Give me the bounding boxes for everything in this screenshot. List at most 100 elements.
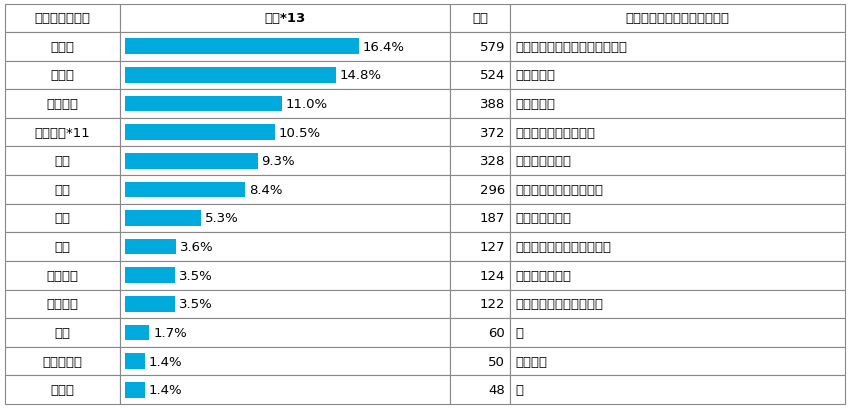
Bar xyxy=(5,33,120,61)
Bar xyxy=(450,318,510,347)
Text: 排水不良: 排水不良 xyxy=(47,269,78,282)
Text: 3.5%: 3.5% xyxy=(178,269,212,282)
Text: 割合*13: 割合*13 xyxy=(264,12,306,25)
Text: ひび割れ: ひび割れ xyxy=(47,98,78,111)
Bar xyxy=(510,33,845,61)
Bar xyxy=(450,147,510,175)
Text: 11.0%: 11.0% xyxy=(286,98,328,111)
Bar xyxy=(510,290,845,318)
Bar xyxy=(450,347,510,375)
Bar xyxy=(5,119,120,147)
Text: きず: きず xyxy=(54,212,71,225)
Bar xyxy=(125,239,176,255)
Text: 524: 524 xyxy=(479,69,505,82)
Text: 雨漏り: 雨漏り xyxy=(50,41,75,54)
Text: 579: 579 xyxy=(479,41,505,54)
Text: 外壁、屋根、床: 外壁、屋根、床 xyxy=(515,155,571,168)
Text: 1.4%: 1.4% xyxy=(149,355,183,368)
Bar xyxy=(510,147,845,175)
Text: 汚れ: 汚れ xyxy=(54,155,71,168)
Text: 給水・給湯配管、設備機器: 給水・給湯配管、設備機器 xyxy=(515,240,611,254)
Bar xyxy=(125,382,145,398)
Bar xyxy=(510,347,845,375)
Bar xyxy=(450,119,510,147)
Text: 3.6%: 3.6% xyxy=(180,240,214,254)
Text: 腐食・腐朽: 腐食・腐朽 xyxy=(42,355,82,368)
Bar xyxy=(5,5,120,33)
Bar xyxy=(450,61,510,90)
Bar xyxy=(510,61,845,90)
Text: 屋根、外壁、バルコニー・庇等: 屋根、外壁、バルコニー・庇等 xyxy=(515,41,627,54)
Text: 10.5%: 10.5% xyxy=(279,126,320,139)
Bar xyxy=(450,290,510,318)
Text: 1.7%: 1.7% xyxy=(153,326,187,339)
Text: 外壁、屋根: 外壁、屋根 xyxy=(515,69,555,82)
Bar xyxy=(120,90,450,119)
Bar xyxy=(120,119,450,147)
Bar xyxy=(450,5,510,33)
Bar xyxy=(450,261,510,290)
Bar xyxy=(510,375,845,404)
Text: 187: 187 xyxy=(479,212,505,225)
Text: 296: 296 xyxy=(479,183,505,196)
Text: 主な不具合事象: 主な不具合事象 xyxy=(35,12,90,25)
Bar xyxy=(450,175,510,204)
Text: 屋根、床: 屋根、床 xyxy=(515,355,547,368)
Bar xyxy=(120,33,450,61)
Text: 124: 124 xyxy=(479,269,505,282)
Bar xyxy=(5,90,120,119)
Bar xyxy=(120,5,450,33)
Bar xyxy=(510,318,845,347)
Bar xyxy=(5,375,120,404)
Text: 当該事象が多くみられる部位: 当該事象が多くみられる部位 xyxy=(626,12,729,25)
Text: 外壁、屋根、設備機器: 外壁、屋根、設備機器 xyxy=(515,126,595,139)
Text: 床鳴り: 床鳴り xyxy=(50,383,75,396)
Text: 16.4%: 16.4% xyxy=(363,41,405,54)
Text: 傾斜: 傾斜 xyxy=(54,326,71,339)
Bar xyxy=(125,125,275,141)
Bar xyxy=(120,318,450,347)
Bar xyxy=(5,204,120,233)
Bar xyxy=(120,347,450,375)
Bar xyxy=(5,318,120,347)
Text: 60: 60 xyxy=(488,326,505,339)
Text: 127: 127 xyxy=(479,240,505,254)
Bar xyxy=(125,182,245,198)
Bar xyxy=(510,90,845,119)
Bar xyxy=(125,296,175,312)
Text: 漏水: 漏水 xyxy=(54,240,71,254)
Text: 開口部・建具、設備機器: 開口部・建具、設備機器 xyxy=(515,298,603,310)
Bar xyxy=(510,175,845,204)
Text: 排水配管、屋根: 排水配管、屋根 xyxy=(515,269,571,282)
Bar xyxy=(120,204,450,233)
Text: 3.5%: 3.5% xyxy=(178,298,212,310)
Bar xyxy=(510,204,845,233)
Text: 122: 122 xyxy=(479,298,505,310)
Text: 1.4%: 1.4% xyxy=(149,383,183,396)
Bar xyxy=(450,33,510,61)
Bar xyxy=(125,97,281,112)
Bar xyxy=(5,261,120,290)
Bar xyxy=(120,175,450,204)
Bar xyxy=(125,68,336,83)
Text: 5.3%: 5.3% xyxy=(205,212,238,225)
Text: 床: 床 xyxy=(515,326,523,339)
Bar xyxy=(510,119,845,147)
Bar xyxy=(5,61,120,90)
Bar xyxy=(510,261,845,290)
Text: 388: 388 xyxy=(479,98,505,111)
Bar xyxy=(125,211,201,226)
Text: はがれ: はがれ xyxy=(50,69,75,82)
Bar xyxy=(125,39,359,55)
Bar xyxy=(5,233,120,261)
Bar xyxy=(120,290,450,318)
Bar xyxy=(5,347,120,375)
Bar xyxy=(120,261,450,290)
Bar xyxy=(450,90,510,119)
Text: 床、内装、開口部・建具: 床、内装、開口部・建具 xyxy=(515,183,603,196)
Text: 変形: 変形 xyxy=(54,183,71,196)
Text: 48: 48 xyxy=(488,383,505,396)
Text: 床、外壁、内装: 床、外壁、内装 xyxy=(515,212,571,225)
Bar xyxy=(120,147,450,175)
Bar xyxy=(5,290,120,318)
